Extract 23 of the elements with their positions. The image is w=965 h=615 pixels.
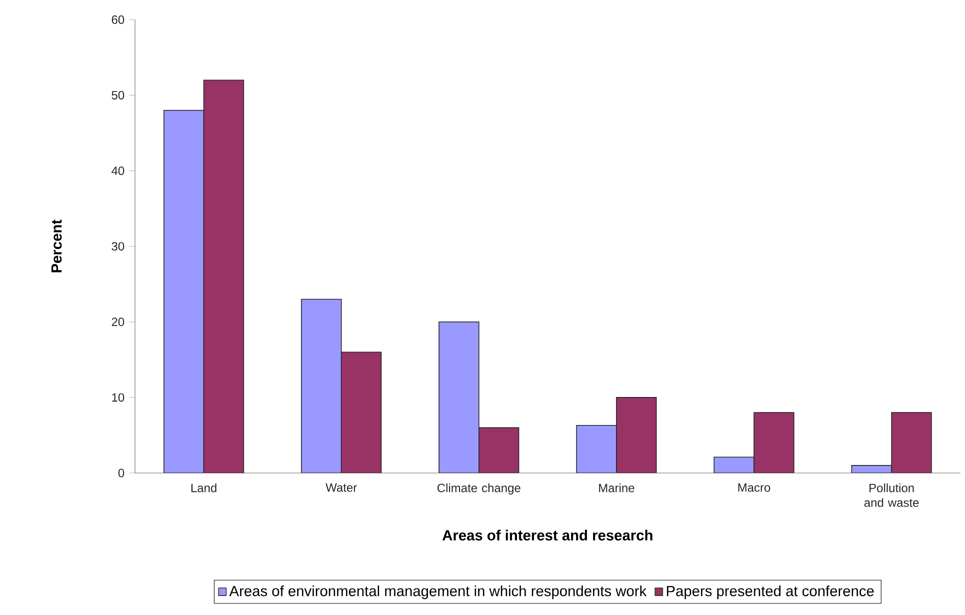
y-tick-label: 40: [112, 166, 124, 176]
x-axis-title: Areas of interest and research: [442, 530, 652, 540]
x-tick-label: Water: [326, 483, 357, 492]
y-tick-label: 20: [112, 318, 124, 326]
y-tick-label: 30: [112, 242, 124, 251]
y-tick-label: 60: [112, 15, 124, 24]
y-tick-label: 50: [112, 90, 124, 100]
legend-label: Papers presented at conference: [666, 585, 874, 600]
x-tick-label: Land: [191, 483, 216, 492]
y-tick-label: 0: [118, 468, 124, 478]
bar: [478, 427, 520, 474]
x-tick-label: Climate change: [437, 483, 520, 495]
bar: [340, 352, 382, 474]
x-tick-label: Marine: [599, 483, 634, 492]
bar: [891, 412, 932, 474]
x-tick-label: Macro: [738, 483, 770, 492]
bar: [616, 397, 657, 474]
bar: [754, 412, 794, 474]
x-tick-label: Pollution and waste: [864, 483, 919, 507]
y-axis-title: Percent: [51, 220, 62, 272]
legend-label: Areas of environmental management in which respondents work: [229, 585, 647, 600]
y-tick-label: 10: [112, 393, 124, 402]
bar: [203, 80, 244, 474]
